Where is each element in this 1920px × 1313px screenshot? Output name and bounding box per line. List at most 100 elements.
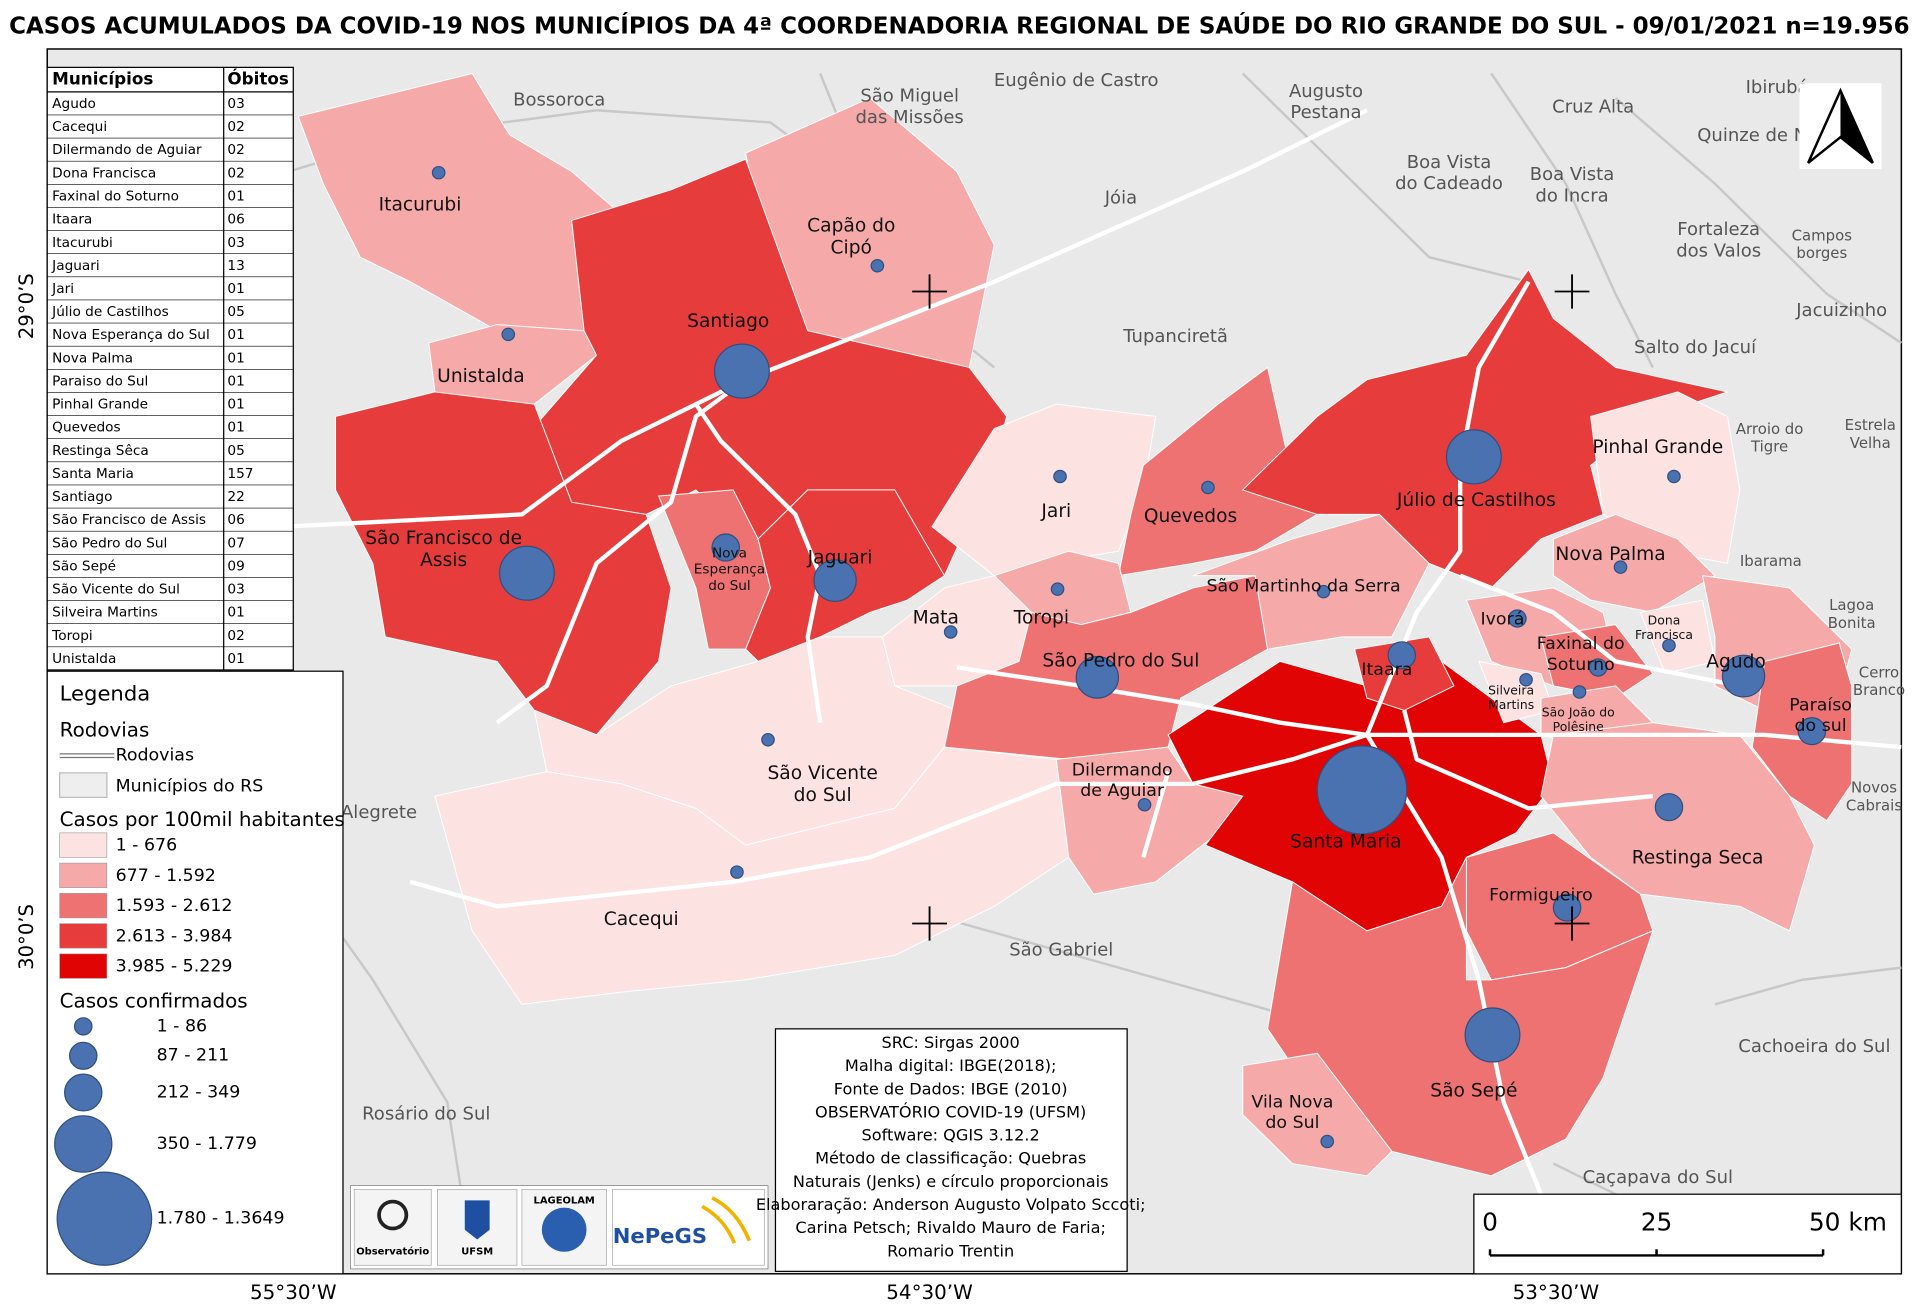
table-cell: 02 <box>227 142 244 158</box>
municipality-label: do Sul <box>794 785 852 806</box>
neighbor-label: Velha <box>1850 435 1891 452</box>
neighbor-label: Pestana <box>1290 102 1361 123</box>
scale-box <box>1473 1193 1902 1275</box>
logo-text: NePeGS <box>613 1224 707 1248</box>
table-cell: 03 <box>227 96 244 112</box>
municipality-area <box>1540 722 1815 932</box>
neighbor-label: Augusto <box>1289 81 1363 102</box>
logo-text: LAGEOLAM <box>534 1195 595 1206</box>
municipality-label: Itaara <box>1361 660 1412 680</box>
info-line: Naturais (Jenks) e círculo proporcionais <box>793 1172 1109 1191</box>
road <box>694 402 823 723</box>
case-circle <box>1387 641 1417 670</box>
municipality-label: Vila Nova <box>1251 1092 1333 1112</box>
neighbor-label: Arroio do <box>1736 421 1804 438</box>
table-cell: 05 <box>227 304 244 320</box>
table-cell: Pinhal Grande <box>52 397 148 413</box>
table-cell: Cacequi <box>52 119 107 135</box>
municipality-label: Júlio de Castilhos <box>1396 490 1556 511</box>
background-road <box>1714 966 1902 1006</box>
neighbor-label: Alegrete <box>341 802 417 823</box>
case-circle <box>431 165 446 180</box>
neighbor-label: Jacuizinho <box>1795 300 1887 321</box>
municipality-label: Esperança <box>694 562 765 578</box>
neighbor-label: Estrela <box>1845 417 1896 434</box>
logo-mark <box>464 1200 490 1240</box>
municipality-label: Silveira <box>1488 683 1534 697</box>
municipality-label: Cipó <box>831 238 872 259</box>
legend-title: Legenda <box>60 682 151 706</box>
background-road <box>944 917 1293 1018</box>
table-cell: Itacurubi <box>52 235 113 251</box>
neighbor-label: borges <box>1796 245 1847 262</box>
municipality-label: São Francisco de <box>365 528 522 549</box>
municipality-label: Ivorá <box>1481 610 1525 630</box>
neighbor-label: Bossoroca <box>513 90 605 111</box>
neighbor-label: das Missões <box>855 107 963 128</box>
legend-heading: Casos confirmados <box>60 989 248 1012</box>
table-cell: 02 <box>227 628 244 644</box>
legend-item: 212 - 349 <box>157 1083 241 1103</box>
municipality-label: Toropi <box>1013 608 1069 629</box>
info-line: Fonte de Dados: IBGE (2010) <box>834 1079 1068 1098</box>
legend-item: 87 - 211 <box>157 1046 230 1066</box>
case-circle <box>870 259 885 273</box>
legend-swatch <box>59 772 108 798</box>
case-circle <box>713 343 770 399</box>
case-circle <box>1519 673 1533 687</box>
neighbor-label: Salto do Jacuí <box>1634 337 1757 358</box>
table-header: Municípios <box>52 70 153 89</box>
municipality-area <box>1117 366 1318 577</box>
logo <box>612 1188 765 1266</box>
municipality-label: Cacequi <box>604 909 679 930</box>
neighbor-label: Lagoa <box>1829 597 1874 614</box>
info-line: Romario Trentin <box>887 1241 1014 1260</box>
info-line: OBSERVATÓRIO COVID-19 (UFSM) <box>815 1103 1086 1122</box>
table-cell: Faxinal do Soturno <box>52 189 179 205</box>
legend-swatch <box>59 923 108 949</box>
municipality-area <box>1192 513 1430 650</box>
neighbor-label: Jóia <box>1104 187 1137 208</box>
table-cell: Quevedos <box>52 420 120 436</box>
municipality-label: Martins <box>1488 698 1534 712</box>
municipality-label: Soturno <box>1547 655 1615 675</box>
legend-item: 3.985 - 5.229 <box>116 957 233 977</box>
municipality-label: Dilermando <box>1072 760 1173 780</box>
municipality-label: São João do <box>1542 705 1615 719</box>
case-circle <box>501 327 516 342</box>
neighbor-label: Caçapava do Sul <box>1583 1167 1733 1188</box>
case-circle <box>1552 893 1582 922</box>
neighbor-label: Branco <box>1853 682 1905 699</box>
table-cell: Toropi <box>51 628 93 644</box>
table-cell: 01 <box>227 420 244 436</box>
municipality-label: São Sepé <box>1430 1080 1517 1101</box>
case-circle <box>1201 480 1215 495</box>
municipality-label: Polêsine <box>1553 720 1604 734</box>
municipality-label: Quevedos <box>1144 506 1237 527</box>
neighbor-label: Fortaleza <box>1677 219 1760 240</box>
info-line: Elaboraração: Anderson Augusto Volpato S… <box>756 1195 1146 1214</box>
info-line: Software: QGIS 3.12.2 <box>862 1126 1040 1145</box>
table-cell: 03 <box>227 235 244 251</box>
table-cell: 05 <box>227 443 244 459</box>
municipality-label: Unistalda <box>437 366 524 387</box>
legend-swatch <box>59 953 108 979</box>
municipality-label: Santiago <box>687 311 769 332</box>
deaths-table <box>46 66 294 671</box>
longitude-label: 55°30’W <box>250 1281 337 1304</box>
table-cell: 02 <box>227 119 244 135</box>
table-cell: Nova Palma <box>52 350 133 366</box>
neighbor-label: Cabrais <box>1846 797 1902 814</box>
neighbor-label: Boa Vista <box>1407 152 1492 173</box>
municipality-label: Dona <box>1648 614 1681 628</box>
map-title: CASOS ACUMULADOS DA COVID-19 NOS MUNICÍP… <box>9 12 1909 40</box>
legend-swatch <box>59 893 108 919</box>
road <box>1365 733 1556 1226</box>
table-cell: 01 <box>227 374 244 390</box>
legend-item: Municípios do RS <box>116 776 264 796</box>
legend-item: 1.593 - 2.612 <box>116 896 233 916</box>
case-circle <box>1445 429 1502 485</box>
